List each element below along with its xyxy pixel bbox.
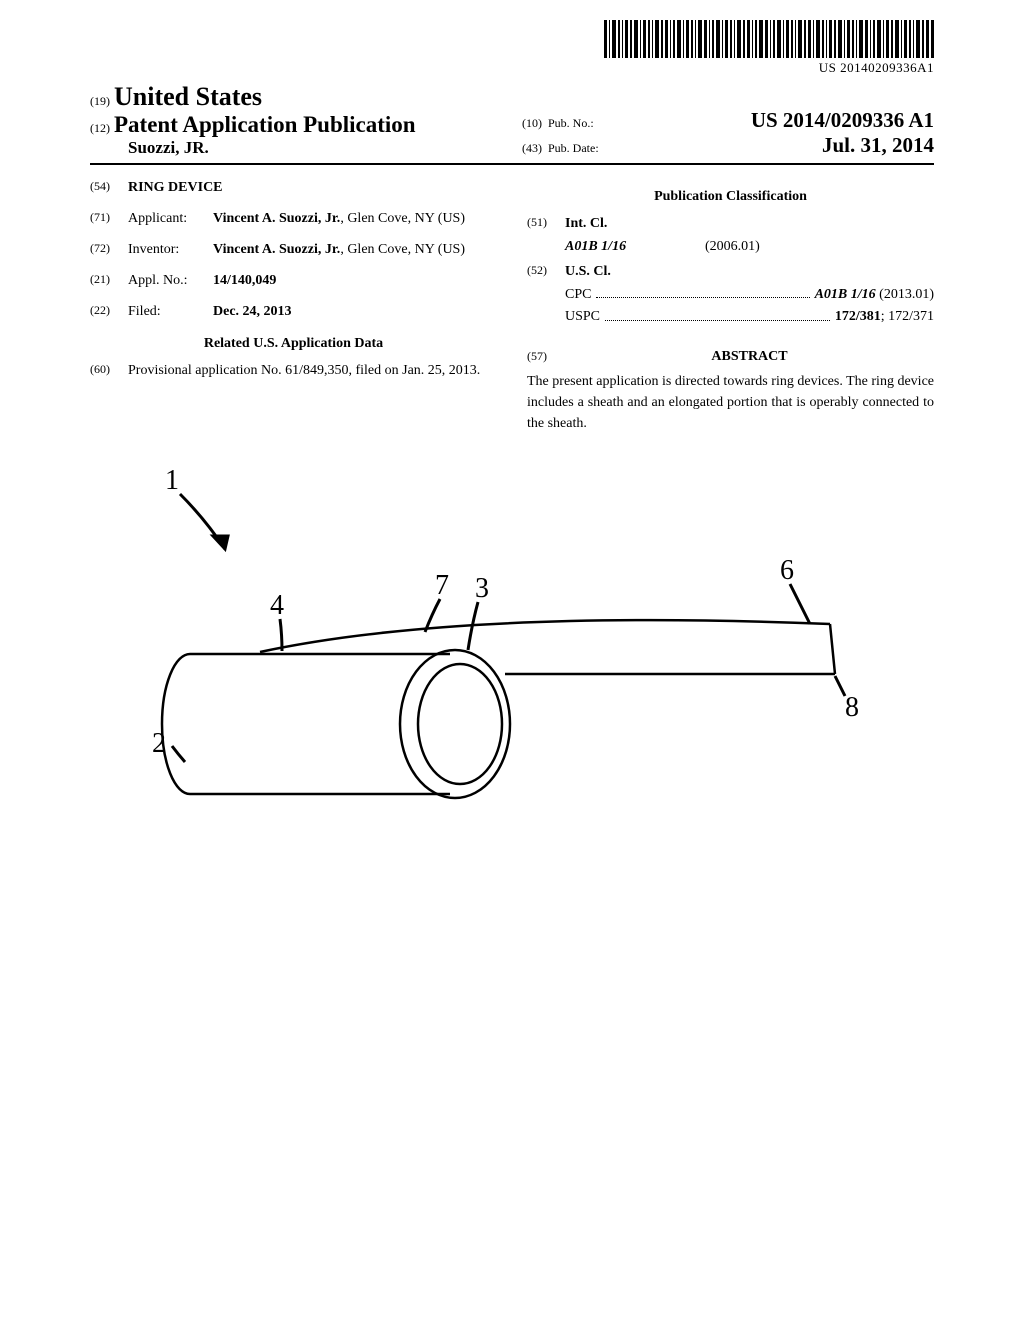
code-71: (71) (90, 208, 128, 229)
pub-date: Jul. 31, 2014 (822, 133, 934, 158)
code-22: (22) (90, 301, 128, 322)
code-21: (21) (90, 270, 128, 291)
code-12: (12) (90, 121, 110, 135)
inventor-value: Vincent A. Suozzi, Jr., Glen Cove, NY (U… (213, 239, 497, 260)
cpc-value: A01B 1/16 (2013.01) (815, 284, 934, 306)
header-left: (19) United States (12) Patent Applicati… (90, 82, 502, 158)
pub-no-label: Pub. No.: (548, 116, 594, 131)
body-columns: (54) RING DEVICE (71) Applicant: Vincent… (90, 177, 934, 434)
fig-label-6: 6 (780, 555, 794, 586)
filed-label: Filed: (128, 301, 213, 322)
publication-type: Patent Application Publication (114, 112, 416, 137)
classification-heading: Publication Classification (527, 189, 934, 205)
abstract-text: The present application is directed towa… (527, 371, 934, 434)
fig-label-8: 8 (845, 692, 859, 723)
right-column: Publication Classification (51) Int. Cl.… (527, 177, 934, 434)
inventor-label: Inventor: (128, 239, 213, 260)
barcode-section: US 20140209336A1 (90, 20, 934, 77)
fig-label-2: 2 (152, 728, 166, 759)
abstract-heading: ABSTRACT (565, 349, 934, 365)
header-right: (10) Pub. No.: US 2014/0209336 A1 (43) P… (502, 82, 934, 158)
provisional-text: Provisional application No. 61/849,350, … (128, 360, 497, 381)
related-data-heading: Related U.S. Application Data (90, 336, 497, 352)
intcl-code: A01B 1/16 (565, 236, 705, 257)
intcl-year: (2006.01) (705, 236, 760, 257)
code-52: (52) (527, 261, 565, 282)
code-43: (43) (522, 141, 542, 156)
inventor-header: Suozzi, JR. (128, 138, 502, 158)
uspc-value: 172/381; 172/371 (835, 306, 934, 328)
pub-date-label: Pub. Date: (548, 141, 599, 156)
fig-label-4: 4 (270, 590, 284, 621)
fig-label-3: 3 (475, 573, 489, 604)
appl-no-label: Appl. No.: (128, 270, 213, 291)
fig-label-1: 1 (165, 465, 179, 496)
barcode-text: US 20140209336A1 (604, 60, 934, 76)
uspc-label: USPC (565, 306, 600, 328)
invention-title: RING DEVICE (128, 177, 223, 198)
header-row: (19) United States (12) Patent Applicati… (90, 82, 934, 165)
intcl-label: Int. Cl. (565, 213, 607, 234)
code-54: (54) (90, 177, 128, 198)
patent-figure: 1 4 7 3 6 8 2 (90, 464, 934, 889)
country: United States (114, 82, 262, 111)
left-column: (54) RING DEVICE (71) Applicant: Vincent… (90, 177, 497, 434)
code-19: (19) (90, 94, 110, 108)
pub-no: US 2014/0209336 A1 (751, 108, 934, 133)
code-72: (72) (90, 239, 128, 260)
code-10: (10) (522, 116, 542, 131)
code-51: (51) (527, 213, 565, 234)
applicant-label: Applicant: (128, 208, 213, 229)
cpc-label: CPC (565, 284, 591, 306)
filed-date: Dec. 24, 2013 (213, 301, 497, 322)
code-57: (57) (527, 349, 565, 364)
appl-no: 14/140,049 (213, 270, 497, 291)
code-60: (60) (90, 360, 128, 381)
barcode: US 20140209336A1 (604, 20, 934, 76)
uscl-label: U.S. Cl. (565, 261, 611, 282)
applicant-value: Vincent A. Suozzi, Jr., Glen Cove, NY (U… (213, 208, 497, 229)
fig-label-7: 7 (435, 570, 449, 601)
